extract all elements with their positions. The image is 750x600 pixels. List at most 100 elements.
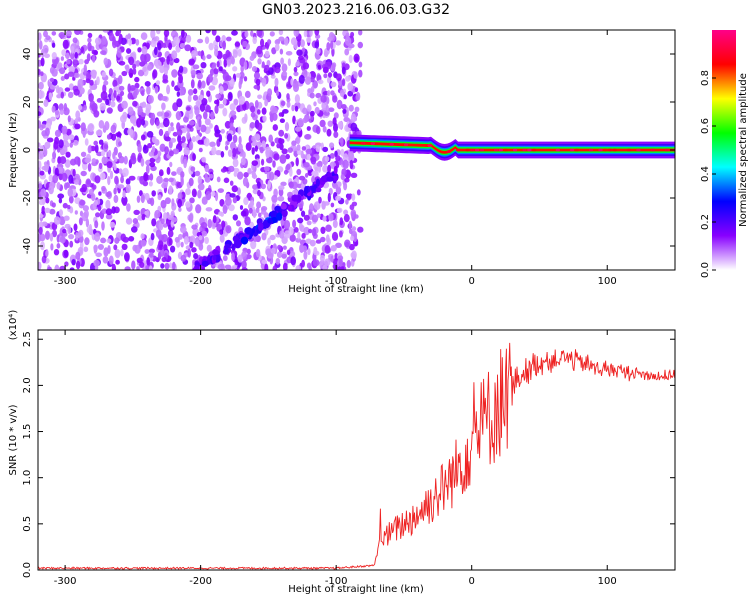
noise-blob: [264, 166, 270, 172]
noise-blob: [272, 124, 278, 131]
carrier-peak: [470, 148, 475, 152]
noise-blob: [146, 257, 150, 266]
noise-blob: [148, 151, 154, 157]
noise-blob: [72, 168, 76, 177]
noise-blob: [243, 60, 248, 71]
noise-blob: [259, 146, 264, 154]
noise-blob: [301, 232, 306, 239]
noise-blob: [73, 72, 80, 78]
carrier-peak: [403, 143, 409, 147]
noise-blob: [350, 235, 355, 241]
noise-blob: [322, 146, 329, 153]
noise-blob: [211, 190, 216, 197]
noise-blob: [257, 109, 261, 115]
noise-blob: [102, 256, 109, 264]
noise-blob: [346, 259, 351, 269]
noise-blob: [171, 217, 178, 223]
noise-blob: [85, 78, 91, 84]
noise-blob: [52, 174, 59, 184]
snr-series-line: [38, 342, 675, 570]
noise-blob: [344, 177, 350, 183]
noise-blob: [94, 175, 101, 184]
noise-blob: [229, 193, 236, 198]
noise-blob: [91, 158, 97, 164]
colorbar-tick-label: 0.8: [700, 70, 711, 86]
noise-blob: [250, 112, 256, 118]
noise-blob: [257, 189, 261, 197]
noise-blob: [127, 128, 134, 136]
noise-blob: [67, 187, 74, 197]
noise-blob: [297, 118, 304, 127]
noise-blob: [67, 225, 72, 235]
noise-blob: [237, 143, 243, 152]
noise-blob: [239, 205, 244, 210]
noise-blob: [220, 128, 225, 134]
noise-blob: [303, 30, 308, 38]
noise-blob: [139, 261, 145, 268]
noise-blob: [223, 58, 228, 68]
noise-blob: [78, 217, 83, 226]
noise-blob: [345, 32, 350, 38]
noise-blob: [350, 31, 355, 38]
noise-blob: [251, 135, 256, 142]
noise-blob: [59, 67, 66, 75]
noise-blob: [279, 118, 285, 123]
carrier-peak: [664, 148, 670, 152]
noise-blob: [171, 171, 177, 177]
noise-blob: [204, 236, 210, 244]
noise-blob: [227, 91, 233, 102]
noise-blob: [101, 221, 105, 231]
noise-blob: [151, 190, 156, 197]
noise-blob: [156, 111, 163, 117]
track-blob: [240, 236, 249, 245]
noise-blob: [128, 175, 136, 181]
noise-blob: [154, 85, 159, 94]
noise-blob: [282, 245, 287, 250]
noise-blob: [197, 50, 202, 57]
noise-blob: [342, 159, 349, 169]
noise-blob: [103, 80, 109, 86]
noise-blob: [317, 64, 321, 70]
noise-blob: [150, 30, 156, 39]
noise-blob: [340, 148, 345, 157]
noise-blob: [332, 183, 338, 189]
noise-blob: [332, 263, 338, 270]
noise-blob: [51, 31, 57, 36]
noise-blob: [149, 162, 156, 168]
noise-blob: [63, 215, 70, 221]
noise-blob: [184, 44, 192, 52]
noise-blob: [353, 71, 358, 79]
noise-blob: [327, 164, 331, 174]
noise-blob: [141, 134, 146, 141]
noise-blob: [189, 197, 195, 204]
noise-blob: [302, 62, 310, 70]
noise-blob: [278, 185, 285, 191]
noise-blob: [219, 229, 224, 235]
noise-blob: [105, 208, 113, 216]
noise-blob: [94, 144, 99, 153]
noise-blob: [114, 175, 119, 185]
noise-blob: [97, 205, 102, 212]
noise-blob: [38, 40, 43, 50]
noise-blob: [197, 79, 202, 89]
noise-blob: [339, 217, 344, 226]
noise-blob: [145, 265, 149, 270]
noise-blob: [193, 253, 199, 260]
noise-blob: [330, 255, 334, 263]
noise-blob: [49, 181, 55, 189]
noise-blob: [121, 70, 128, 77]
noise-blob: [332, 95, 338, 103]
carrier-peak: [588, 148, 594, 152]
noise-blob: [108, 108, 113, 114]
noise-blob: [106, 134, 111, 140]
noise-blob: [254, 145, 258, 152]
noise-blob: [87, 42, 92, 52]
noise-blob: [38, 183, 43, 190]
noise-blob: [252, 184, 258, 190]
noise-blob: [356, 189, 361, 196]
noise-blob: [333, 131, 339, 139]
noise-blob: [222, 107, 228, 117]
noise-blob: [171, 50, 178, 60]
